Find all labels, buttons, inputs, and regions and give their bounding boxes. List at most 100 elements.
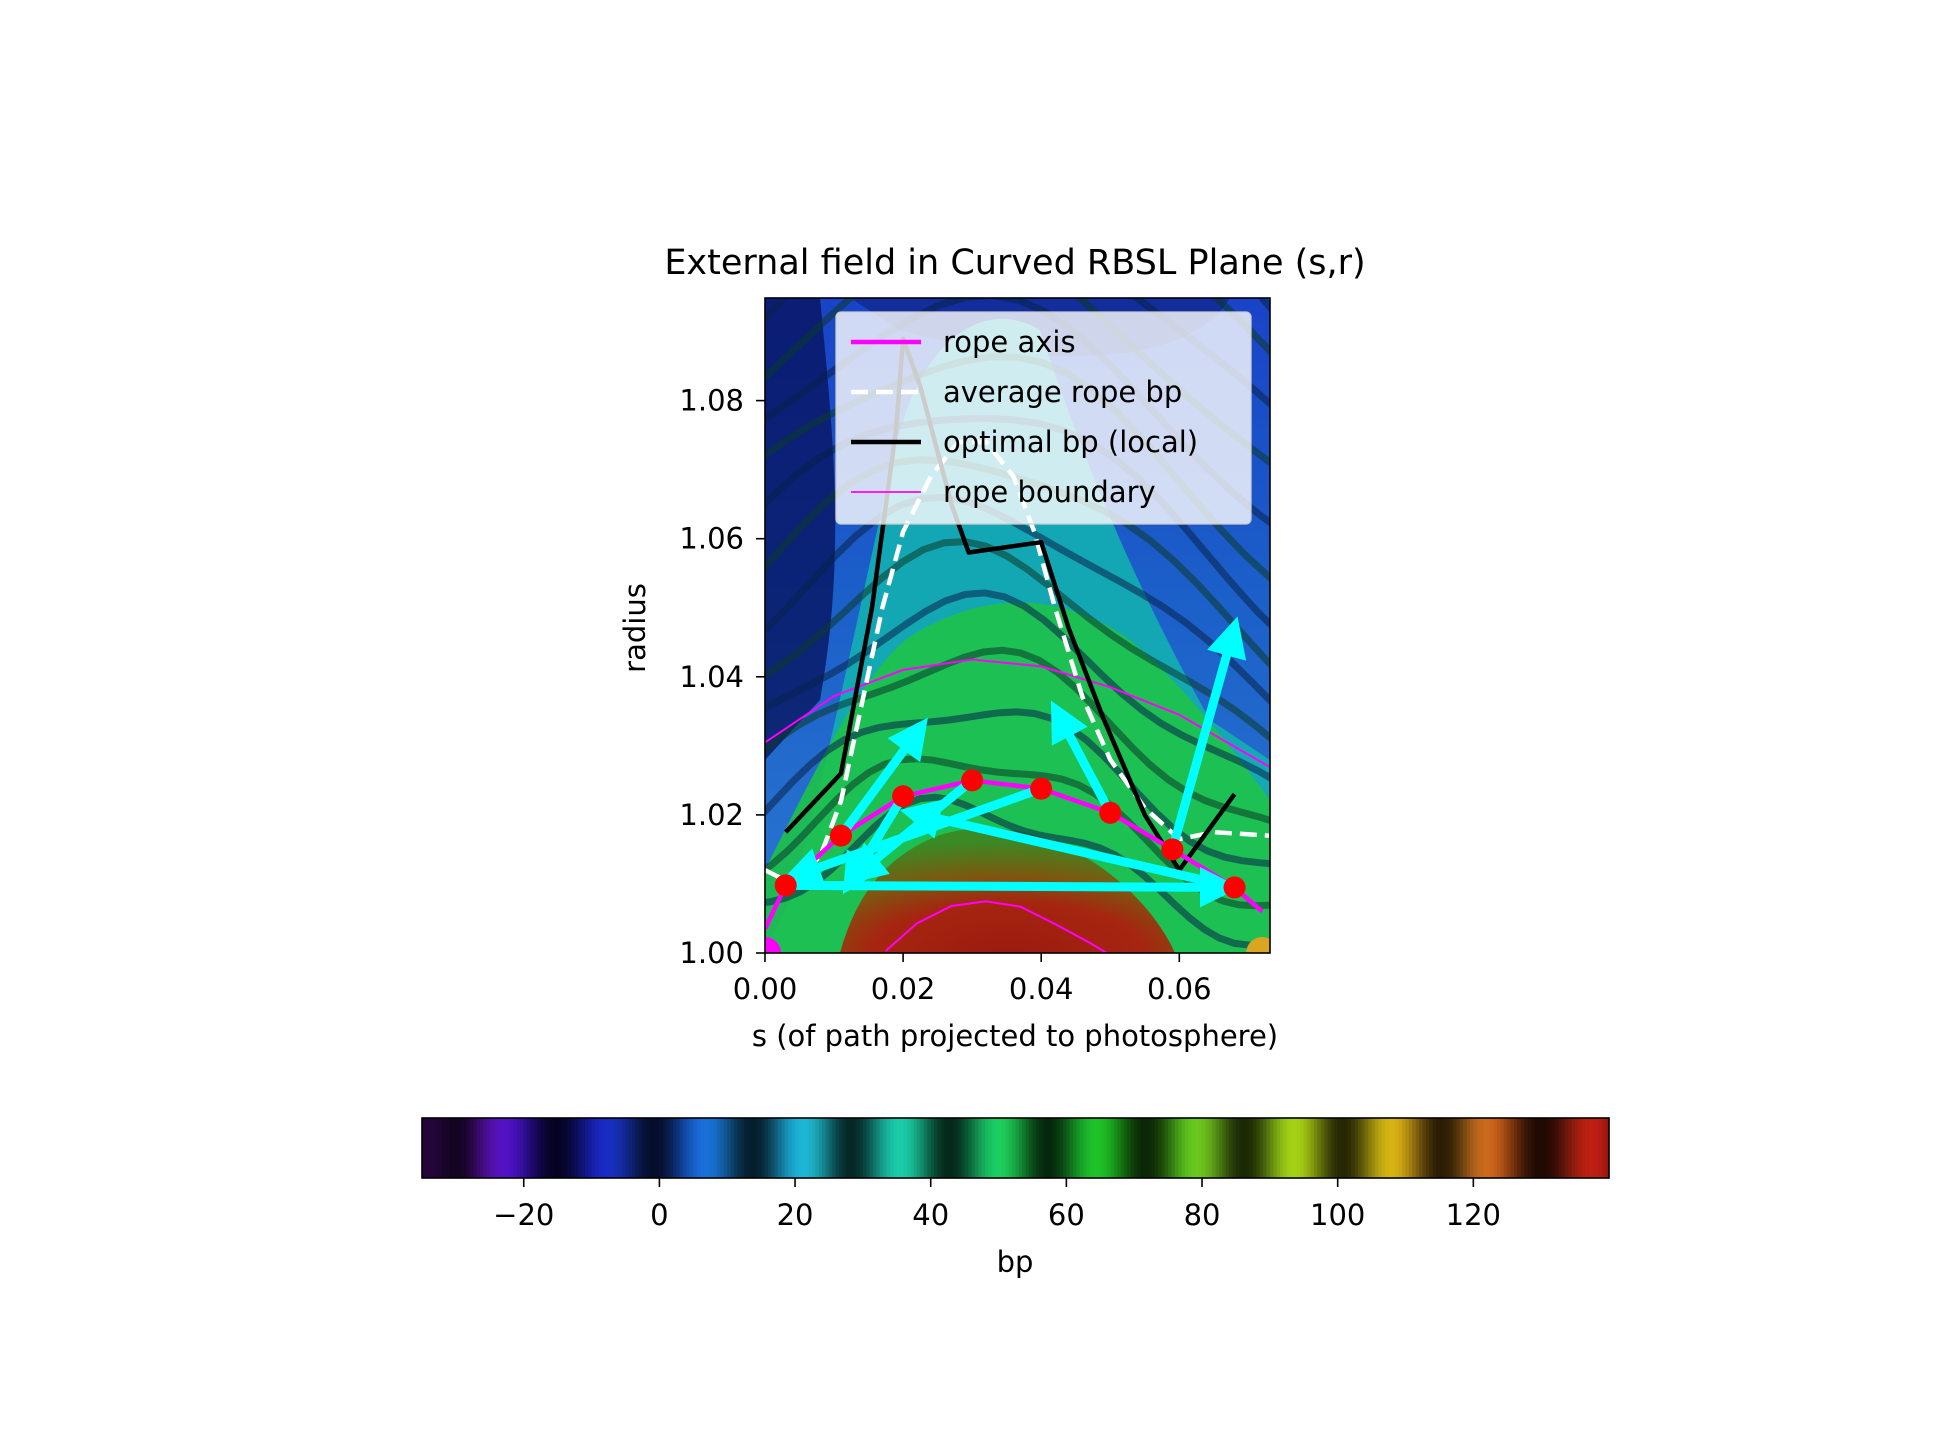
colorbar-strip: [720, 1118, 725, 1178]
arrow-layer: [780, 616, 1247, 908]
colorbar-strip: [581, 1118, 586, 1178]
colorbar-tick-label: 20: [777, 1198, 814, 1232]
colorbar-strip: [1222, 1118, 1227, 1178]
colorbar-strip: [1337, 1118, 1342, 1178]
colorbar-strip: [771, 1118, 776, 1178]
colorbar-strip: [1225, 1118, 1230, 1178]
colorbar-strip: [1381, 1118, 1386, 1178]
colorbar-strip: [1073, 1118, 1078, 1178]
colorbar-strip: [839, 1118, 844, 1178]
colorbar-strip: [540, 1118, 545, 1178]
colorbar-strip: [1585, 1118, 1590, 1178]
colorbar-strip: [1215, 1118, 1220, 1178]
colorbar-strip: [676, 1118, 681, 1178]
colorbar-strip: [1090, 1118, 1095, 1178]
colorbar-strip: [422, 1118, 426, 1178]
colorbar-strip: [1266, 1118, 1271, 1178]
colorbar-strip: [1286, 1118, 1291, 1178]
colorbar-strip: [1358, 1118, 1363, 1178]
x-axis-label: s (of path projected to photosphere): [752, 1019, 1278, 1053]
colorbar-strip: [472, 1118, 477, 1178]
colorbar-strip: [910, 1118, 915, 1178]
colorbar-strip: [1561, 1118, 1566, 1178]
colorbar-strip: [890, 1118, 895, 1178]
colorbar-strip: [449, 1118, 454, 1178]
colorbar-strip: [1056, 1118, 1061, 1178]
colorbar-strip: [1391, 1118, 1396, 1178]
colorbar-strip: [774, 1118, 779, 1178]
colorbar-strip: [1042, 1118, 1047, 1178]
colorbar-strip: [594, 1118, 599, 1178]
colorbar-strip: [1276, 1118, 1281, 1178]
colorbar-strip: [1001, 1118, 1006, 1178]
colorbar-strip: [686, 1118, 691, 1178]
colorbar-strip: [906, 1118, 911, 1178]
colorbar-label: bp: [997, 1245, 1034, 1279]
x-tick-label: 0.06: [1147, 972, 1212, 1006]
colorbar-strip: [940, 1118, 945, 1178]
colorbar-strip: [1174, 1118, 1179, 1178]
sample-point: [1030, 777, 1053, 800]
colorbar-strip: [428, 1118, 433, 1178]
colorbar-strip: [968, 1118, 973, 1178]
colorbar-strip: [669, 1118, 674, 1178]
footpoint-marker: [765, 937, 781, 953]
colorbar-strip: [1436, 1118, 1441, 1178]
colorbar-strip: [1422, 1118, 1427, 1178]
colorbar-strip: [1568, 1118, 1573, 1178]
colorbar-strip: [1497, 1118, 1502, 1178]
colorbar-strip: [883, 1118, 888, 1178]
legend-label-average-rope-bp: average rope bp: [943, 375, 1182, 409]
colorbar-tick-label: 0: [650, 1198, 668, 1232]
colorbar-strip: [1432, 1118, 1437, 1178]
colorbar-strip: [991, 1118, 996, 1178]
colorbar-strip: [798, 1118, 803, 1178]
sample-point: [1161, 838, 1184, 861]
colorbar-strip: [1290, 1118, 1295, 1178]
legend-label-optimal-bp: optimal bp (local): [943, 425, 1198, 459]
colorbar-strip: [1395, 1118, 1400, 1178]
colorbar-strip: [435, 1118, 440, 1178]
colorbar-strip: [1388, 1118, 1393, 1178]
field-arrow: [1168, 616, 1247, 851]
colorbar-strip: [1439, 1118, 1444, 1178]
colorbar-strip: [672, 1118, 677, 1178]
colorbar-strip: [1517, 1118, 1522, 1178]
colorbar-strip: [1476, 1118, 1481, 1178]
colorbar-strip: [550, 1118, 555, 1178]
colorbar-strip: [744, 1118, 749, 1178]
colorbar-strip: [632, 1118, 637, 1178]
colorbar-strip: [1537, 1118, 1542, 1178]
colorbar-strip: [842, 1118, 847, 1178]
colorbar-strip: [1385, 1118, 1390, 1178]
colorbar-strip: [1408, 1118, 1413, 1178]
colorbar-strip: [476, 1118, 481, 1178]
chart-title: External field in Curved RBSL Plane (s,r…: [664, 243, 1365, 283]
colorbar-strip: [1402, 1118, 1407, 1178]
colorbar-strip: [1300, 1118, 1305, 1178]
colorbar-strip: [1107, 1118, 1112, 1178]
colorbar-strip: [1351, 1118, 1356, 1178]
colorbar-strip: [866, 1118, 871, 1178]
colorbar-strip: [496, 1118, 501, 1178]
colorbar-strip: [1554, 1118, 1559, 1178]
colorbar-strip: [1459, 1118, 1464, 1178]
colorbar-strip: [615, 1118, 620, 1178]
colorbar-strip: [659, 1118, 664, 1178]
rope-boundary-lower: [885, 900, 1108, 953]
sample-point: [1223, 876, 1246, 899]
colorbar-strip: [1218, 1118, 1223, 1178]
colorbar-strip: [1398, 1118, 1403, 1178]
colorbar-strip: [1405, 1118, 1410, 1178]
colorbar-strip: [564, 1118, 569, 1178]
colorbar-strip: [561, 1118, 566, 1178]
colorbar-strip: [1208, 1118, 1213, 1178]
colorbar-strip: [1012, 1118, 1017, 1178]
colorbar-strip: [642, 1118, 647, 1178]
colorbar-strip: [1483, 1118, 1488, 1178]
colorbar-strip: [913, 1118, 918, 1178]
colorbar-strip: [700, 1118, 705, 1178]
colorbar-strip: [1137, 1118, 1142, 1178]
colorbar-strip: [812, 1118, 816, 1178]
colorbar-strip: [483, 1118, 488, 1178]
